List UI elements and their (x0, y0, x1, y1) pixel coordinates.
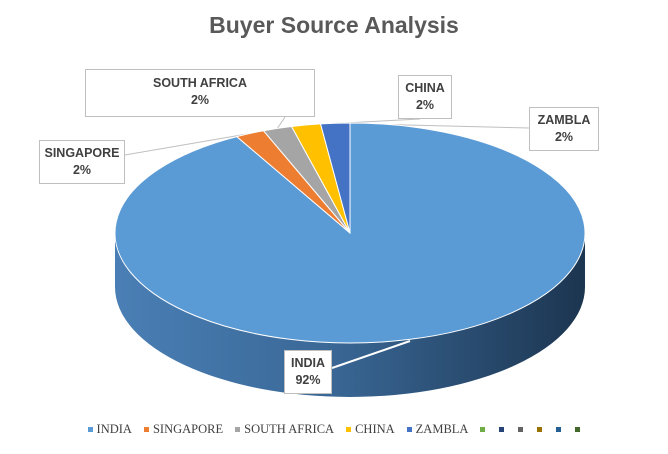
legend-extra-swatches (480, 422, 581, 437)
legend-label-zambla: ZAMBLA (415, 422, 469, 436)
legend-item-china: CHINA (346, 422, 395, 437)
data-label-singapore-value: 2% (72, 163, 92, 177)
leader-line-south-africa (276, 116, 286, 129)
data-label-singapore: SINGAPORE 2% (39, 140, 125, 184)
pie-side-wall (115, 233, 585, 397)
legend-item-singapore: SINGAPORE (143, 422, 224, 437)
legend-swatch-south-africa (235, 427, 241, 432)
data-label-zambla-value: 2% (554, 130, 574, 144)
data-label-south-africa: SOUTH AFRICA 2% (85, 69, 315, 117)
legend-item-zambla: ZAMBLA (406, 422, 469, 437)
legend-swatch-extra-5 (556, 427, 562, 432)
pie-slice-zambla (319, 122, 351, 234)
legend-swatch-zambla (406, 427, 412, 432)
data-label-india: INDIA 92% (284, 350, 332, 394)
legend-label-singapore: SINGAPORE (152, 422, 224, 436)
data-label-south-africa-name: SOUTH AFRICA (153, 76, 247, 90)
legend-item-south-africa: SOUTH AFRICA (235, 422, 334, 437)
legend-label-china: CHINA (355, 422, 395, 436)
legend-swatch-extra-4 (537, 427, 543, 432)
data-label-zambla: ZAMBLA 2% (529, 107, 599, 151)
chart-legend: INDIA SINGAPORE SOUTH AFRICA CHINA ZAMBL… (0, 422, 668, 437)
legend-label-india: INDIA (96, 422, 132, 436)
chart-title: Buyer Source Analysis (209, 12, 459, 38)
data-label-china-name: CHINA (405, 81, 445, 95)
legend-swatch-extra-1 (480, 427, 486, 432)
data-label-china: CHINA 2% (398, 75, 452, 119)
legend-swatch-extra-3 (518, 427, 524, 432)
legend-swatch-china (346, 427, 352, 432)
data-label-china-value: 2% (415, 98, 435, 112)
data-label-india-value: 92% (295, 373, 321, 387)
legend-label-south-africa: SOUTH AFRICA (244, 422, 335, 436)
legend-swatch-india (87, 427, 93, 432)
leader-line-singapore (124, 132, 251, 156)
data-label-south-africa-value: 2% (190, 93, 210, 107)
data-label-india-name: INDIA (290, 356, 326, 370)
leader-line-india (331, 340, 411, 369)
legend-swatch-extra-2 (499, 427, 505, 432)
legend-swatch-extra-6 (575, 427, 581, 432)
data-label-singapore-name: SINGAPORE (44, 146, 120, 160)
data-label-zambla-name: ZAMBLA (537, 113, 591, 127)
legend-item-india: INDIA (87, 422, 132, 437)
legend-swatch-singapore (143, 427, 149, 432)
